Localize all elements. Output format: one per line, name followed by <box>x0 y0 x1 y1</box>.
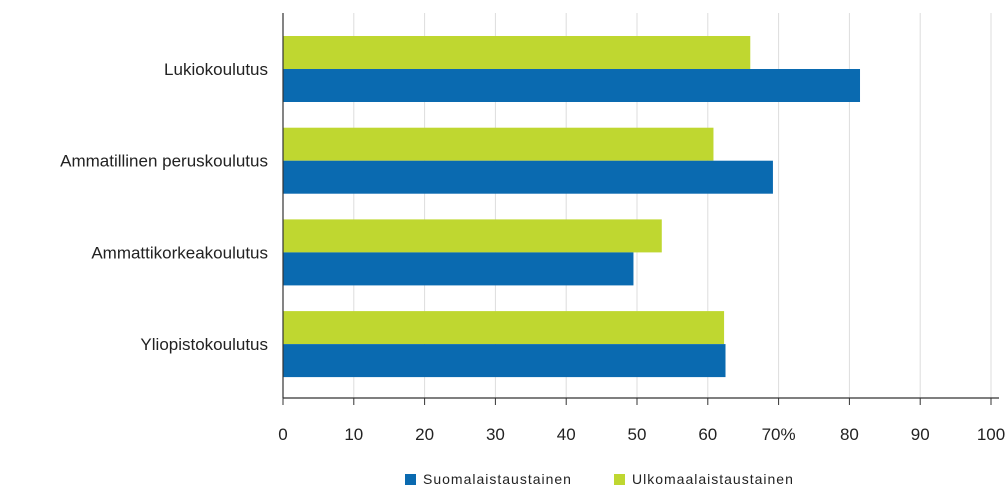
tick-label-20: 20 <box>415 425 434 444</box>
bar-suomalaistaustainen-3 <box>283 344 726 378</box>
tick-label-60: 60 <box>698 425 717 444</box>
axes <box>282 13 999 399</box>
legend-swatch-1 <box>614 474 625 485</box>
bar-ulkomaalaistaustainen-3 <box>283 311 725 345</box>
tick-label-10: 10 <box>344 425 363 444</box>
bar-suomalaistaustainen-1 <box>283 160 773 194</box>
bar-suomalaistaustainen-0 <box>283 69 861 102</box>
tick-label-100: 100 <box>977 425 1005 444</box>
legend: Suomalaistaustainen Ulkomaalaistaustainen <box>405 471 794 487</box>
tick-label-70: 70% <box>762 425 796 444</box>
tick-label-90: 90 <box>911 425 930 444</box>
category-label-2: Ammattikorkeakoulutus <box>91 243 268 262</box>
category-label-3: Yliopistokoulutus <box>140 335 268 354</box>
legend-label-1: Ulkomaalaistaustainen <box>632 471 794 487</box>
x-axis-ticks: 0 10 20 30 40 50 60 70% 80 90 100 <box>278 398 1005 444</box>
category-labels: Lukiokoulutus Ammatillinen peruskoulutus A… <box>60 60 268 354</box>
category-label-0: Lukiokoulutus <box>164 60 268 79</box>
tick-label-80: 80 <box>840 425 859 444</box>
legend-swatch-0 <box>405 474 416 485</box>
tick-label-40: 40 <box>557 425 576 444</box>
bar-ulkomaalaistaustainen-0 <box>283 36 751 69</box>
bar-ulkomaalaistaustainen-1 <box>283 127 714 161</box>
tick-label-50: 50 <box>628 425 647 444</box>
legend-label-0: Suomalaistaustainen <box>423 471 572 487</box>
tick-label-30: 30 <box>486 425 505 444</box>
bar-suomalaistaustainen-2 <box>283 252 634 286</box>
bar-ulkomaalaistaustainen-2 <box>283 219 662 253</box>
bars <box>283 36 861 378</box>
tick-label-0: 0 <box>278 425 287 444</box>
category-label-1: Ammatillinen peruskoulutus <box>60 152 268 171</box>
